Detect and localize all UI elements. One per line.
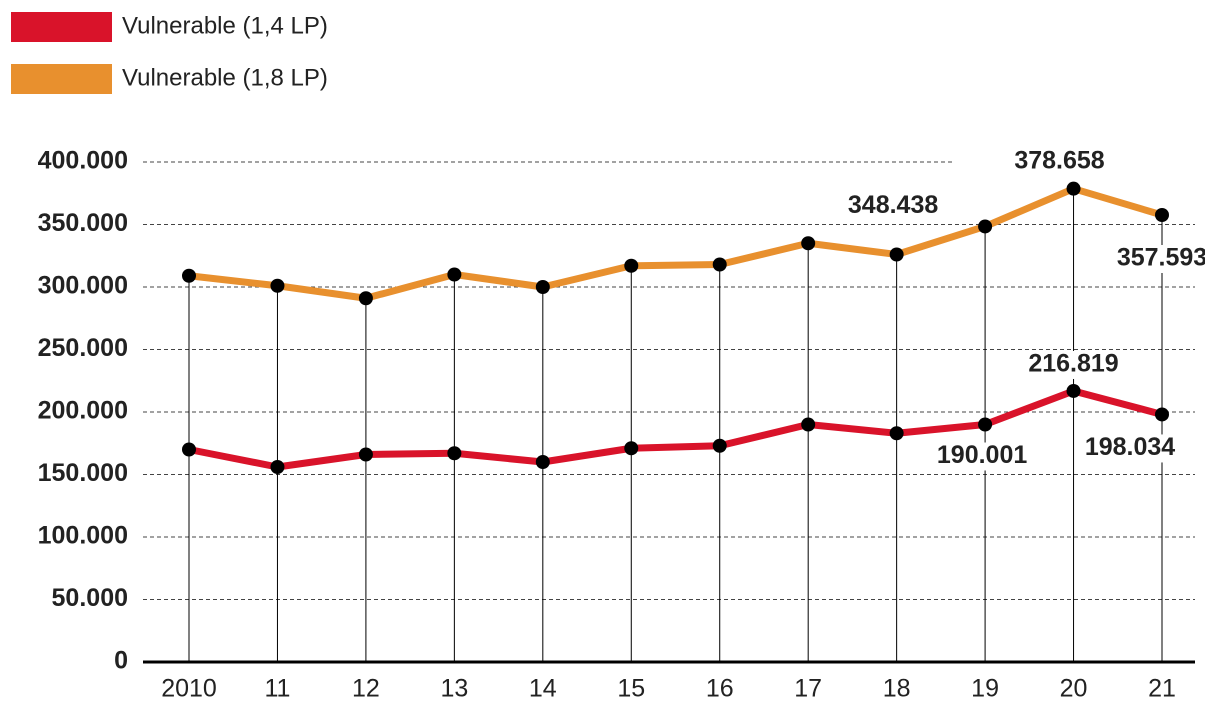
data-point <box>1066 383 1081 398</box>
data-point <box>712 438 727 453</box>
data-point <box>270 278 285 293</box>
data-point <box>447 446 462 461</box>
x-tick-label: 14 <box>529 675 557 703</box>
data-point <box>1155 208 1169 223</box>
data-label: 357.593 <box>1117 244 1205 272</box>
legend-swatch <box>11 12 112 42</box>
y-tick-label: 250.000 <box>38 334 128 362</box>
data-point <box>358 447 373 462</box>
label-bg <box>1080 434 1180 463</box>
x-tick-label: 19 <box>971 675 999 703</box>
x-tick-label: 21 <box>1148 675 1176 703</box>
x-tick-label: 2010 <box>161 675 217 703</box>
data-point <box>801 417 816 432</box>
y-tick-label: 100.000 <box>38 522 128 550</box>
data-label: 216.819 <box>1028 350 1118 378</box>
data-point <box>889 426 904 441</box>
y-tick-label: 150.000 <box>38 459 128 487</box>
data-point <box>535 280 550 294</box>
data-label: 190.001 <box>937 441 1027 469</box>
data-point <box>801 236 816 251</box>
y-tick-label: 350.000 <box>38 209 128 237</box>
legend-label: Vulnerable (1,8 LP) <box>122 64 328 91</box>
data-label: 378.658 <box>1014 146 1104 174</box>
data-point <box>624 441 639 456</box>
data-point <box>358 291 373 306</box>
label-bg <box>843 192 944 221</box>
data-label: 348.438 <box>848 191 938 219</box>
y-tick-label: 200.000 <box>38 397 128 425</box>
data-point <box>978 219 993 234</box>
data-point <box>624 258 639 273</box>
x-tick-label: 12 <box>352 675 380 703</box>
data-point <box>1155 407 1169 422</box>
x-tick-label: 17 <box>794 675 822 703</box>
data-point <box>1066 181 1081 196</box>
data-point <box>270 460 285 474</box>
data-point <box>889 247 904 262</box>
data-label: 198.034 <box>1085 433 1175 461</box>
label-bg <box>1009 147 1110 176</box>
data-point <box>447 267 462 282</box>
data-point <box>712 257 727 272</box>
x-tick-label: 18 <box>883 675 911 703</box>
x-tick-label: 13 <box>440 675 468 703</box>
legend-label: Vulnerable (1,4 LP) <box>122 12 328 39</box>
data-point <box>978 417 993 432</box>
y-tick-label: 0 <box>114 647 128 675</box>
data-point <box>535 455 550 469</box>
x-tick-label: 11 <box>264 675 290 703</box>
x-tick-label: 16 <box>706 675 734 703</box>
x-tick-label: 20 <box>1060 675 1088 703</box>
y-tick-label: 50.000 <box>52 584 128 612</box>
series-line <box>188 185 1163 302</box>
label-bg <box>1112 245 1205 274</box>
data-point <box>182 268 196 283</box>
series-line <box>188 387 1163 471</box>
y-tick-label: 300.000 <box>38 272 128 300</box>
label-bg <box>1023 350 1124 379</box>
data-point <box>182 442 196 457</box>
legend-swatch <box>11 64 112 94</box>
x-tick-label: 15 <box>617 675 645 703</box>
label-bg <box>932 442 1033 471</box>
y-tick-label: 400.000 <box>38 147 128 175</box>
